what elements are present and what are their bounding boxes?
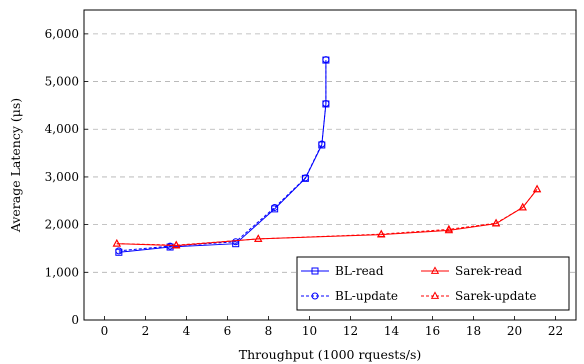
data-point-bl-update: [166, 242, 174, 250]
data-point-sarek-update: [518, 202, 527, 211]
legend-swatch-marker: [311, 267, 319, 275]
y-tick-label: 3,000: [45, 170, 79, 184]
series-sarek-update: [112, 184, 542, 249]
x-tick-label: 8: [265, 324, 273, 338]
x-axis-title: Throughput (1000 rquests/s): [239, 347, 421, 362]
x-tick-label: 12: [343, 324, 358, 338]
data-point-sarek-update: [254, 234, 263, 242]
y-tick-label: 0: [71, 313, 79, 327]
axis-ticks: 0 1,000 2,000 3,000 4,000 5,000 6,000 0 2 4 6 8 10 12…: [45, 27, 564, 338]
y-tick-label: 1,000: [45, 265, 79, 279]
legend-swatch-marker: [311, 292, 319, 300]
x-tick-label: 22: [548, 324, 563, 338]
data-point-bl-update: [115, 247, 123, 255]
x-tick-label: 10: [302, 324, 317, 338]
y-axis-title: Average Latency (μs): [8, 98, 23, 233]
series-line-bl-update: [118, 59, 327, 252]
legend-label: BL-update: [335, 289, 398, 303]
series-layer: [112, 56, 542, 256]
legend-item-sarek-update: Sarek-update: [421, 289, 537, 303]
legend-label: BL-read: [335, 264, 384, 278]
x-tick-label: 2: [142, 324, 150, 338]
data-point-sarek-update: [377, 229, 386, 238]
plot-frame: [83, 9, 577, 321]
legend-label: Sarek-read: [455, 264, 522, 278]
y-tick-label: 2,000: [45, 218, 79, 232]
data-point-bl-update: [232, 238, 240, 246]
series-sarek-read: [112, 184, 542, 249]
legend-swatch-marker: [430, 266, 440, 274]
x-tick-label: 6: [224, 324, 232, 338]
data-point-sarek-update: [112, 239, 121, 247]
x-tick-label: 18: [466, 324, 481, 338]
data-point-sarek-update: [532, 184, 542, 193]
x-tick-label: 20: [507, 324, 522, 338]
y-tick-label: 4,000: [45, 122, 79, 136]
data-point-sarek-update: [444, 224, 454, 233]
data-point-bl-update: [318, 140, 326, 148]
legend-item-sarek-read: Sarek-read: [421, 264, 522, 278]
data-point-sarek-update: [172, 240, 181, 249]
legend: BL-read BL-update Sarek-read Sarek-update: [296, 256, 570, 311]
series-line-bl-read: [118, 60, 327, 253]
x-tick-label: 0: [101, 324, 109, 338]
data-point-sarek-update: [491, 218, 501, 227]
data-point-bl-update: [271, 203, 279, 211]
series-line-sarek-read: [116, 189, 538, 247]
x-tick-label: 14: [384, 324, 400, 338]
x-tick-label: 4: [183, 324, 191, 338]
y-tick-label: 5,000: [45, 75, 79, 89]
data-point-bl-update: [322, 99, 330, 107]
y-tick-label: 6,000: [45, 27, 79, 41]
data-point-bl-update: [301, 174, 309, 182]
data-point-bl-update: [322, 56, 330, 64]
legend-box: [296, 256, 570, 311]
legend-item-bl-read: BL-read: [301, 264, 384, 278]
series-bl-read: [115, 56, 330, 256]
series-line-sarek-update: [116, 189, 538, 246]
legend-label: Sarek-update: [455, 289, 537, 303]
legend-swatch-marker: [430, 291, 440, 299]
legend-item-bl-update: BL-update: [301, 289, 398, 303]
x-tick-label: 16: [425, 324, 440, 338]
